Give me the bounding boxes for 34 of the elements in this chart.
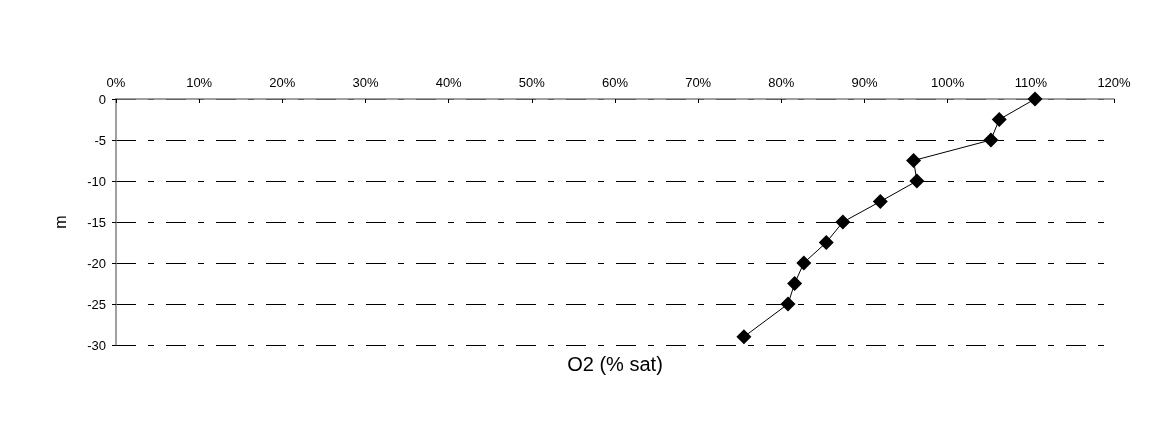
- y-tick-label: -15: [87, 214, 106, 230]
- x-tick-label: 120%: [1097, 75, 1132, 90]
- point: [1027, 91, 1043, 107]
- x-tick-label: 90%: [851, 75, 878, 90]
- point: [983, 132, 999, 148]
- x-tick-label: 70%: [685, 75, 712, 90]
- x-tick-label: 80%: [768, 75, 795, 90]
- y-tick-label: -25: [87, 296, 106, 312]
- y-tick-label: 0: [98, 91, 106, 107]
- y-tick-label: -20: [87, 255, 106, 271]
- point: [818, 235, 834, 250]
- x-tick-label: 60%: [601, 75, 629, 90]
- y-tick-label: -30: [87, 337, 106, 353]
- point: [906, 153, 922, 168]
- y-tick-label: -10: [87, 173, 106, 189]
- point: [872, 194, 888, 209]
- x-axis-title: O2 (% sat): [567, 353, 663, 375]
- point: [835, 214, 851, 230]
- x-tick-label: 10%: [186, 75, 213, 90]
- x-tick-label: 0%: [106, 75, 126, 90]
- x-tick-label: 110%: [1014, 75, 1048, 90]
- point: [736, 329, 752, 345]
- x-tick-label: 50%: [518, 75, 546, 90]
- y-axis-title: m: [51, 215, 69, 229]
- x-tick-label: 20%: [269, 75, 296, 90]
- point: [787, 276, 803, 291]
- point: [796, 255, 812, 271]
- point: [909, 173, 925, 189]
- x-tick-label: 40%: [435, 75, 463, 90]
- point: [780, 296, 796, 312]
- y-tick-label: -5: [94, 132, 106, 148]
- x-tick-label: 100%: [931, 75, 965, 90]
- x-tick-label: 30%: [352, 75, 379, 90]
- point: [991, 112, 1007, 127]
